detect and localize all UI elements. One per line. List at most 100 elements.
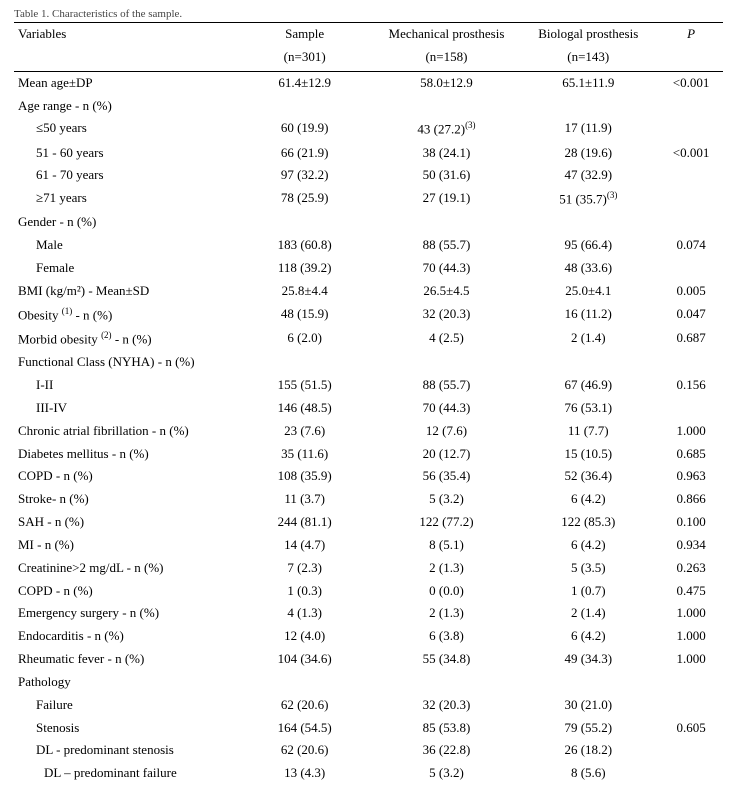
row-label: Functional Class (NYHA) - n (%) (14, 351, 234, 374)
row-label: Endocarditis - n (%) (14, 625, 234, 648)
cell-sample: 104 (34.6) (234, 648, 376, 671)
cell-mechanical: 88 (55.7) (376, 234, 518, 257)
cell-sample: 7 (2.3) (234, 557, 376, 580)
row-label: Rheumatic fever - n (%) (14, 648, 234, 671)
cell-mechanical: 55 (34.8) (376, 648, 518, 671)
cell-p: 0.100 (659, 511, 723, 534)
cell-mechanical: 85 (53.8) (376, 717, 518, 740)
cell-mechanical: 27 (19.1) (376, 187, 518, 211)
cell-p: 1.000 (659, 648, 723, 671)
cell-sample: 23 (7.6) (234, 420, 376, 443)
row-label: Gender - n (%) (14, 211, 234, 234)
cell-mechanical: 32 (20.3) (376, 303, 518, 327)
cell-sample: 14 (4.7) (234, 534, 376, 557)
row-label: DL - predominant stenosis (14, 739, 234, 762)
row-label: Chronic atrial fibrillation - n (%) (14, 420, 234, 443)
row-label: Failure (14, 694, 234, 717)
cell-mechanical (376, 211, 518, 234)
table-row: Chronic atrial fibrillation - n (%)23 (7… (14, 420, 723, 443)
row-label: I-II (14, 374, 234, 397)
cell-p: 0.074 (659, 234, 723, 257)
cell-biological: 51 (35.7)(3) (517, 187, 659, 211)
cell-biological: 6 (4.2) (517, 625, 659, 648)
cell-biological: 30 (21.0) (517, 694, 659, 717)
cell-mechanical: 70 (44.3) (376, 257, 518, 280)
cell-biological: 95 (66.4) (517, 234, 659, 257)
cell-sample: 97 (32.2) (234, 164, 376, 187)
row-label: DL – predominant failure (14, 762, 234, 785)
table-row: DL – predominant failure13 (4.3)5 (3.2)8… (14, 762, 723, 785)
cell-sample: 13 (4.3) (234, 762, 376, 785)
cell-biological: 79 (55.2) (517, 717, 659, 740)
table-row: Obesity (1) - n (%)48 (15.9)32 (20.3)16 … (14, 303, 723, 327)
cell-mechanical: 70 (44.3) (376, 397, 518, 420)
cell-sample: 155 (51.5) (234, 374, 376, 397)
cell-p (659, 694, 723, 717)
cell-sample (234, 211, 376, 234)
cell-biological: 48 (33.6) (517, 257, 659, 280)
cell-mechanical: 56 (35.4) (376, 465, 518, 488)
table-row: Functional Class (NYHA) - n (%) (14, 351, 723, 374)
row-label: Female (14, 257, 234, 280)
table-row: DL - predominant stenosis62 (20.6)36 (22… (14, 739, 723, 762)
table-row: ≤50 years60 (19.9)43 (27.2)(3)17 (11.9) (14, 117, 723, 141)
cell-mechanical: 6 (3.8) (376, 625, 518, 648)
table-row: Rheumatic fever - n (%)104 (34.6)55 (34.… (14, 648, 723, 671)
cell-sample: 11 (3.7) (234, 488, 376, 511)
col-biological: Biologal prosthesis (517, 23, 659, 46)
cell-biological (517, 95, 659, 118)
cell-biological: 6 (4.2) (517, 488, 659, 511)
row-label: 61 - 70 years (14, 164, 234, 187)
row-label: III-IV (14, 397, 234, 420)
cell-biological: 47 (32.9) (517, 164, 659, 187)
table-row: Creatinine>2 mg/dL - n (%)7 (2.3)2 (1.3)… (14, 557, 723, 580)
cell-biological (517, 351, 659, 374)
cell-sample: 60 (19.9) (234, 117, 376, 141)
cell-sample: 4 (1.3) (234, 602, 376, 625)
col-biological-n: (n=143) (517, 46, 659, 71)
cell-mechanical: 38 (24.1) (376, 142, 518, 165)
table-row: Morbid obesity (2) - n (%)6 (2.0)4 (2.5)… (14, 327, 723, 351)
cell-sample: 62 (20.6) (234, 739, 376, 762)
cell-mechanical: 58.0±12.9 (376, 71, 518, 94)
table-row: Stroke- n (%)11 (3.7)5 (3.2)6 (4.2)0.866 (14, 488, 723, 511)
cell-mechanical: 43 (27.2)(3) (376, 117, 518, 141)
cell-p (659, 211, 723, 234)
cell-p: 0.963 (659, 465, 723, 488)
cell-mechanical: 5 (3.2) (376, 488, 518, 511)
row-label: Pathology (14, 671, 234, 694)
cell-mechanical: 8 (5.1) (376, 534, 518, 557)
col-mechanical-n: (n=158) (376, 46, 518, 71)
cell-biological: 6 (4.2) (517, 534, 659, 557)
cell-biological: 122 (85.3) (517, 511, 659, 534)
cell-biological: 49 (34.3) (517, 648, 659, 671)
col-variables-n (14, 46, 234, 71)
cell-p: 1.000 (659, 625, 723, 648)
row-label: ≥71 years (14, 187, 234, 211)
cell-mechanical: 4 (2.5) (376, 327, 518, 351)
cell-biological: 16 (11.2) (517, 303, 659, 327)
row-label: COPD - n (%) (14, 465, 234, 488)
cell-biological (517, 211, 659, 234)
cell-sample: 164 (54.5) (234, 717, 376, 740)
cell-p (659, 187, 723, 211)
cell-p (659, 95, 723, 118)
cell-p (659, 671, 723, 694)
table-row: I-II155 (51.5)88 (55.7)67 (46.9)0.156 (14, 374, 723, 397)
table-row: SAH - n (%)244 (81.1)122 (77.2)122 (85.3… (14, 511, 723, 534)
cell-biological: 8 (5.6) (517, 762, 659, 785)
cell-sample: 61.4±12.9 (234, 71, 376, 94)
table-body: Mean age±DP61.4±12.958.0±12.965.1±11.9<0… (14, 71, 723, 785)
row-label: BMI (kg/m²) - Mean±SD (14, 280, 234, 303)
table-row: Age range - n (%) (14, 95, 723, 118)
cell-p: <0.001 (659, 71, 723, 94)
cell-biological: 25.0±4.1 (517, 280, 659, 303)
table-row: BMI (kg/m²) - Mean±SD25.8±4.426.5±4.525.… (14, 280, 723, 303)
cell-sample: 183 (60.8) (234, 234, 376, 257)
cell-mechanical: 0 (0.0) (376, 580, 518, 603)
cell-p (659, 257, 723, 280)
table-row: Mean age±DP61.4±12.958.0±12.965.1±11.9<0… (14, 71, 723, 94)
cell-sample: 66 (21.9) (234, 142, 376, 165)
row-label: Creatinine>2 mg/dL - n (%) (14, 557, 234, 580)
col-sample-n: (n=301) (234, 46, 376, 71)
